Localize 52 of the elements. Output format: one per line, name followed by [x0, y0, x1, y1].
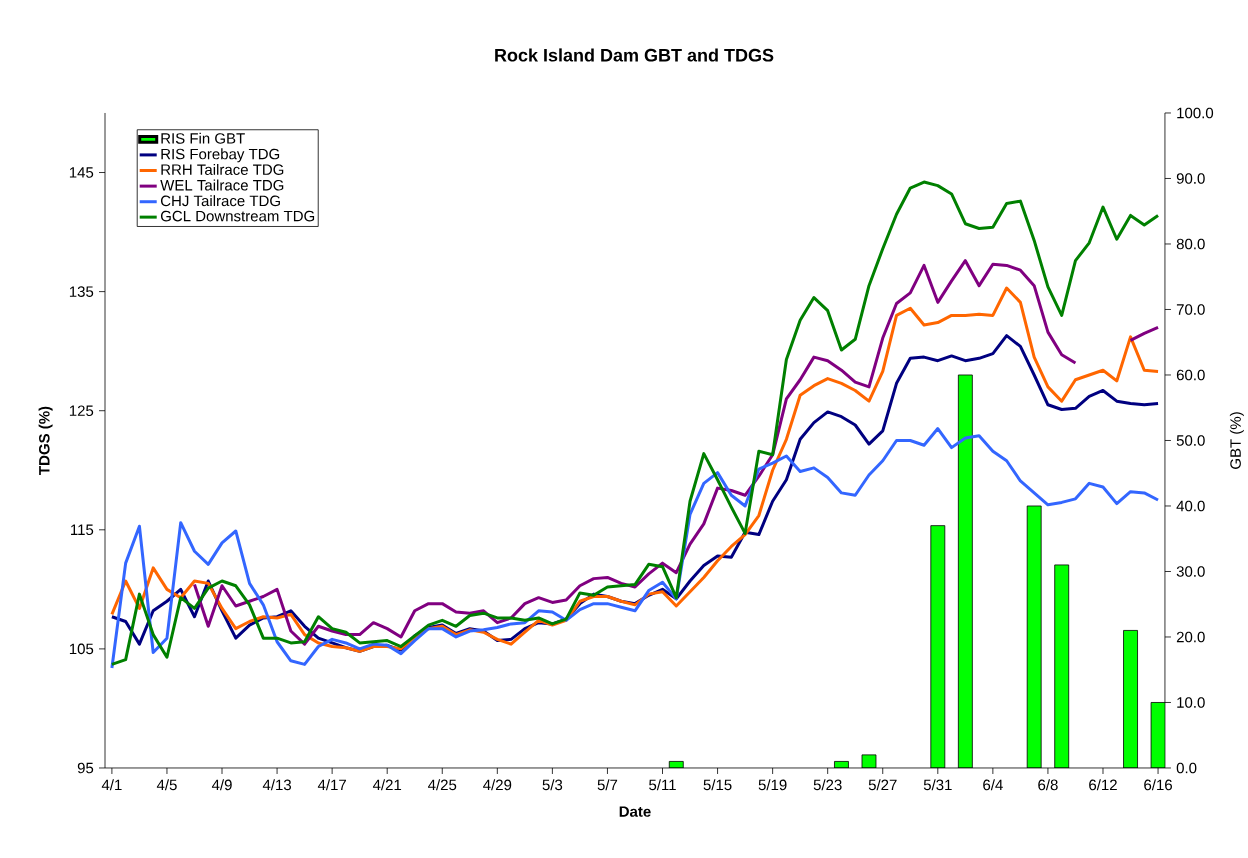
- legend-label: RIS Forebay TDG: [161, 148, 280, 163]
- x-tick-label: 4/1: [101, 779, 122, 791]
- bar: [1054, 564, 1069, 768]
- y2-tick-label: 40.0: [1176, 500, 1205, 512]
- y2-tick-label: 0.0: [1176, 762, 1197, 774]
- x-tick-label: 5/15: [703, 779, 732, 791]
- y-tick-label: 125: [69, 405, 94, 417]
- x-tick-label: 6/16: [1144, 779, 1172, 791]
- legend-label: CHJ Tailrace TDG: [160, 195, 280, 207]
- x-tick-label: 6/4: [983, 779, 1003, 791]
- bar: [930, 525, 945, 768]
- bar: [1123, 630, 1138, 768]
- x-tick-label: 5/23: [813, 779, 842, 791]
- y-tick-label: 95: [77, 762, 94, 774]
- x-tick-label: 5/11: [649, 779, 676, 791]
- y-tick-label: 115: [71, 524, 94, 536]
- y2-tick-label: 70.0: [1176, 304, 1205, 315]
- y2-tick-label: 50.0: [1176, 435, 1205, 446]
- y2-tick-label: 100.0: [1177, 107, 1214, 119]
- y-tick-label: 135: [69, 286, 94, 297]
- x-tick-label: 4/17: [317, 779, 346, 791]
- y2-tick-label: 10.0: [1177, 697, 1205, 708]
- y-tick-label: 105: [69, 643, 94, 655]
- legend-label: WEL Tailrace TDG: [160, 179, 284, 191]
- y2-tick-label: 30.0: [1176, 566, 1205, 577]
- y2-tick-label: 80.0: [1176, 238, 1205, 250]
- chart-title: Rock Island Dam GBT and TDGS: [495, 48, 774, 62]
- legend-label: RRH Tailrace TDG: [161, 163, 284, 175]
- x-tick-label: 6/8: [1038, 779, 1058, 791]
- x-tick-label: 5/19: [758, 779, 787, 791]
- x-tick-label: 5/27: [868, 779, 897, 791]
- y2-tick-label: 20.0: [1176, 631, 1205, 643]
- x-tick-label: 5/3: [542, 779, 563, 791]
- x-axis-title: Date: [619, 806, 651, 817]
- x-tick-label: 4/13: [262, 779, 292, 791]
- x-tick-label: 4/21: [372, 779, 402, 791]
- legend-label: RIS Fin GBT: [161, 132, 245, 144]
- bar: [958, 374, 973, 768]
- x-tick-label: 4/5: [156, 779, 177, 791]
- x-tick-label: 5/7: [597, 779, 618, 791]
- y2-tick-label: 90.0: [1176, 173, 1205, 184]
- x-tick-label: 4/29: [483, 779, 512, 791]
- x-tick-label: 6/12: [1089, 779, 1117, 791]
- y-tick-label: 145: [69, 167, 94, 178]
- y-axis-title: TDGS (%): [38, 406, 53, 475]
- x-tick-label: 4/25: [428, 779, 457, 791]
- x-tick-label: 5/31: [923, 779, 952, 791]
- x-tick-label: 4/9: [211, 779, 232, 791]
- bar: [1027, 505, 1042, 768]
- y2-tick-label: 60.0: [1176, 369, 1205, 381]
- legend-label: GCL Downstream TDG: [160, 210, 315, 222]
- y2-axis-title: GBT (%): [1229, 412, 1244, 469]
